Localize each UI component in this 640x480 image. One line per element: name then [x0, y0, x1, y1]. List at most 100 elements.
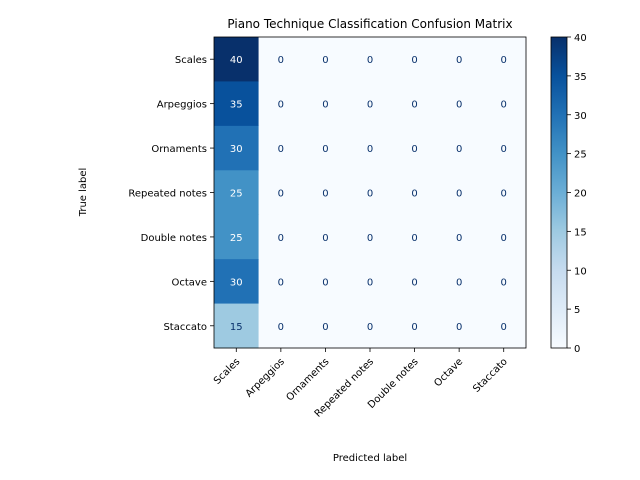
cell-ornaments-staccato [481, 125, 527, 171]
cell-value-label: 0 [322, 100, 328, 111]
cell-double-notes-repeated-notes [347, 214, 393, 260]
cell-value-label: 0 [278, 233, 284, 244]
cell-value-label: 15 [230, 322, 243, 333]
cell-value-label: 25 [230, 189, 243, 200]
cell-value-label: 0 [322, 189, 328, 200]
cell-ornaments-octave [436, 125, 482, 171]
cell-arpeggios-ornaments [303, 81, 349, 127]
y-tick-label: Octave [172, 277, 208, 288]
cell-staccato-repeated-notes [347, 303, 393, 349]
cell-value-label: 0 [411, 144, 417, 155]
cell-value-label: 35 [230, 100, 243, 111]
cell-scales-ornaments [303, 37, 349, 82]
x-tick-label: Ornaments [284, 356, 331, 403]
cell-value-label: 0 [456, 233, 462, 244]
cell-double-notes-ornaments [303, 214, 349, 260]
cell-value-label: 0 [456, 189, 462, 200]
colorbar-tick-label: 5 [574, 305, 580, 316]
y-tick-label: Double notes [141, 233, 207, 244]
cell-ornaments-arpeggios [258, 125, 304, 171]
cell-value-label: 30 [230, 277, 243, 288]
colorbar-tick-label: 10 [574, 266, 587, 277]
cell-value-label: 0 [367, 322, 373, 333]
cell-repeated-notes-arpeggios [258, 170, 304, 216]
y-tick-label: Scales [175, 55, 207, 66]
cell-staccato-staccato [481, 303, 527, 349]
cell-value-label: 0 [456, 322, 462, 333]
cell-repeated-notes-scales [214, 170, 260, 216]
colorbar-tick-label: 25 [574, 150, 587, 161]
cell-value-label: 0 [411, 322, 417, 333]
cell-staccato-arpeggios [258, 303, 304, 349]
cell-value-label: 0 [501, 322, 507, 333]
x-tick-label: Scales [212, 356, 242, 386]
cell-double-notes-double-notes [392, 214, 438, 260]
cell-double-notes-staccato [481, 214, 527, 260]
x-tick-label: Octave [432, 356, 465, 389]
cell-value-label: 0 [411, 233, 417, 244]
cell-octave-staccato [481, 259, 527, 305]
cell-value-label: 0 [278, 277, 284, 288]
cell-value-label: 25 [230, 233, 243, 244]
cell-value-label: 0 [367, 189, 373, 200]
cell-scales-scales [214, 37, 260, 82]
cell-value-label: 0 [278, 100, 284, 111]
cell-value-label: 0 [456, 277, 462, 288]
colorbar-tick-label: 0 [574, 344, 580, 355]
cell-arpeggios-arpeggios [258, 81, 304, 127]
cell-value-label: 0 [278, 189, 284, 200]
cell-value-label: 0 [278, 55, 284, 66]
cell-staccato-ornaments [303, 303, 349, 349]
cell-ornaments-double-notes [392, 125, 438, 171]
cell-value-label: 0 [411, 100, 417, 111]
cell-octave-scales [214, 259, 260, 305]
x-tick-label: Staccato [471, 356, 510, 395]
cell-octave-octave [436, 259, 482, 305]
cell-arpeggios-double-notes [392, 81, 438, 127]
cell-value-label: 0 [501, 189, 507, 200]
cell-value-label: 40 [230, 55, 243, 66]
cell-double-notes-octave [436, 214, 482, 260]
cell-octave-double-notes [392, 259, 438, 305]
cell-value-label: 0 [411, 55, 417, 66]
cell-arpeggios-repeated-notes [347, 81, 393, 127]
colorbar [551, 37, 567, 348]
cell-value-label: 0 [278, 322, 284, 333]
cell-repeated-notes-staccato [481, 170, 527, 216]
cell-scales-repeated-notes [347, 37, 393, 82]
chart-title: Piano Technique Classification Confusion… [227, 17, 512, 31]
cell-staccato-octave [436, 303, 482, 349]
cell-value-label: 0 [501, 277, 507, 288]
cell-staccato-scales [214, 303, 260, 349]
cell-value-label: 0 [367, 144, 373, 155]
cell-repeated-notes-double-notes [392, 170, 438, 216]
cell-staccato-double-notes [392, 303, 438, 349]
cell-value-label: 0 [322, 55, 328, 66]
cell-scales-double-notes [392, 37, 438, 82]
cell-octave-repeated-notes [347, 259, 393, 305]
cell-value-label: 0 [278, 144, 284, 155]
cell-value-label: 0 [456, 144, 462, 155]
cell-ornaments-repeated-notes [347, 125, 393, 171]
y-tick-label: Arpeggios [157, 100, 207, 111]
cell-value-label: 0 [322, 277, 328, 288]
colorbar-tick-label: 15 [574, 227, 587, 238]
y-tick-label: Ornaments [151, 144, 207, 155]
cell-value-label: 0 [501, 100, 507, 111]
cell-value-labels: 40 0 0 0 0 0 0 35 0 0 0 0 0 0 30 0 0 0 0 0 0 25 0 0 0 0 0 0 25 0 0 0 0 0 0… [230, 55, 507, 333]
cell-repeated-notes-repeated-notes [347, 170, 393, 216]
cell-value-label: 0 [456, 55, 462, 66]
x-axis-label: Predicted label [333, 453, 407, 464]
y-tick-label: Staccato [163, 322, 207, 333]
cell-value-label: 0 [367, 55, 373, 66]
cell-value-label: 0 [456, 100, 462, 111]
cell-octave-ornaments [303, 259, 349, 305]
cell-arpeggios-octave [436, 81, 482, 127]
cell-value-label: 0 [367, 100, 373, 111]
colorbar-tick-label: 30 [574, 111, 587, 122]
cell-double-notes-scales [214, 214, 260, 260]
y-axis-ticks: Scales Arpeggios Ornaments Repeated notes Do… [128, 55, 214, 333]
cell-value-label: 0 [367, 233, 373, 244]
